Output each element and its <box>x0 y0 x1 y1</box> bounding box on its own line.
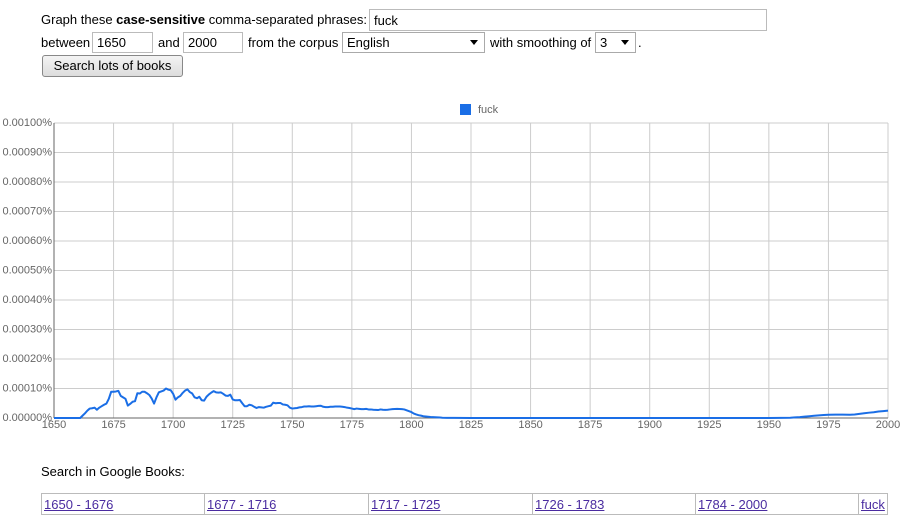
x-tick-label: 1725 <box>220 419 244 431</box>
y-tick-label: 0.00020% <box>2 353 52 365</box>
links-row: 1650 - 1676 1677 - 1716 1717 - 1725 1726 - … <box>41 493 888 515</box>
prompt-text: comma-separated phrases: <box>208 12 367 27</box>
x-tick-label: 1950 <box>757 419 781 431</box>
y-tick-label: 0.00090% <box>2 146 52 158</box>
smoothing-select[interactable]: 3 <box>595 32 636 53</box>
x-tick-label: 1900 <box>637 419 661 431</box>
link-cell: 1726 - 1783 <box>532 493 696 515</box>
x-tick-label: 1750 <box>280 419 304 431</box>
x-tick-label: 1975 <box>816 419 840 431</box>
link-cell: 1784 - 2000 <box>695 493 859 515</box>
legend-swatch <box>460 104 471 115</box>
phrase-prompt: Graph these case-sensitive comma-separat… <box>41 12 367 27</box>
y-tick-label: 0.00060% <box>2 235 52 247</box>
x-tick-label: 1925 <box>697 419 721 431</box>
label: . <box>638 35 642 50</box>
chart: 0.00000% 0.00010% 0.00020% 0.00030% 0.00040%… <box>2 104 900 431</box>
prompt-bold: case-sensitive <box>116 12 206 27</box>
y-tick-label: 0.00070% <box>2 205 52 217</box>
x-tick-label: 1800 <box>399 419 423 431</box>
y-tick-label: 0.00040% <box>2 294 52 306</box>
book-link[interactable]: 1784 - 2000 <box>698 496 768 512</box>
book-link[interactable]: 1726 - 1783 <box>535 496 605 512</box>
label: and <box>158 35 180 50</box>
y-tick-label: 0.00000% <box>2 412 52 424</box>
y-tick-label: 0.00010% <box>2 382 52 394</box>
book-link[interactable]: 1717 - 1725 <box>371 496 441 512</box>
corpus-select[interactable]: English <box>342 32 485 53</box>
legend-label: fuck <box>478 104 499 116</box>
link-cell: 1650 - 1676 <box>41 493 205 515</box>
label: between <box>41 35 91 50</box>
label: with smoothing of <box>490 35 592 50</box>
x-tick-label: 1650 <box>42 419 66 431</box>
search-button[interactable]: Search lots of books <box>42 55 183 77</box>
phrase-input[interactable]: fuck <box>369 9 767 31</box>
book-link[interactable]: 1677 - 1716 <box>207 496 277 512</box>
link-cell: 1717 - 1725 <box>368 493 533 515</box>
y-tick-label: 0.00100% <box>2 117 52 129</box>
prompt-text: Graph these <box>41 12 113 27</box>
books-links: 1650 - 1676 1677 - 1716 1717 - 1725 1726 - … <box>41 493 888 515</box>
y-tick-label: 0.00080% <box>2 176 52 188</box>
x-tick-label: 1675 <box>101 419 125 431</box>
link-cell: fuck <box>858 493 888 515</box>
x-tick-label: 1875 <box>578 419 602 431</box>
x-tick-label: 1700 <box>161 419 185 431</box>
book-link[interactable]: 1650 - 1676 <box>44 496 114 512</box>
x-tick-label: 1850 <box>518 419 542 431</box>
start-year-input[interactable]: 1650 <box>92 32 153 53</box>
label: from the corpus <box>248 35 339 50</box>
line <box>54 387 889 419</box>
y-tick-label: 0.00030% <box>2 323 52 335</box>
x-tick-label: 1825 <box>459 419 483 431</box>
book-link[interactable]: fuck <box>861 496 885 512</box>
link-cell: 1677 - 1716 <box>204 493 369 515</box>
end-year-input[interactable]: 2000 <box>183 32 243 53</box>
books-search-label: Search in Google Books: <box>41 464 185 479</box>
y-tick-label: 0.00050% <box>2 264 52 276</box>
x-tick-label: 1775 <box>340 419 364 431</box>
x-tick-label: 2000 <box>876 419 900 431</box>
